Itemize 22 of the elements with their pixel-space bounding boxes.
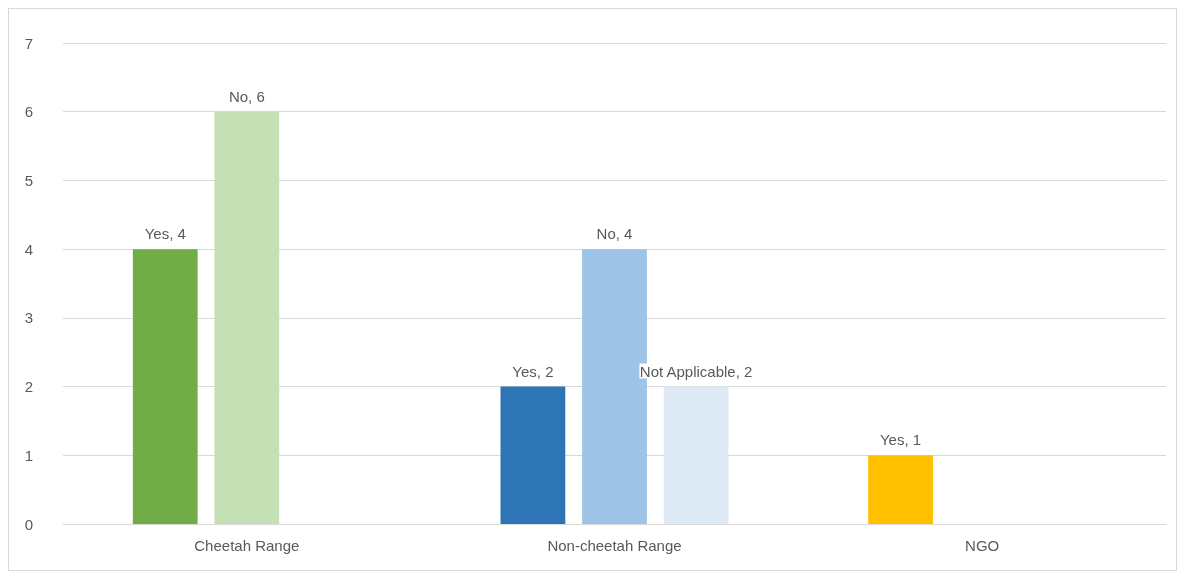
data-label: Yes, 1 bbox=[879, 431, 922, 449]
x-tick-label: Non-cheetah Range bbox=[547, 537, 682, 554]
bar bbox=[500, 386, 566, 524]
y-tick-label: 2 bbox=[24, 378, 33, 396]
bar bbox=[868, 455, 933, 524]
bar bbox=[663, 386, 729, 524]
x-tick-label: NGO bbox=[965, 537, 1000, 554]
y-tick-label: 6 bbox=[24, 103, 33, 121]
data-label: No, 4 bbox=[596, 225, 633, 243]
data-label: Yes, 4 bbox=[144, 225, 186, 243]
y-tick-label: 7 bbox=[24, 34, 33, 52]
x-tick-label: Cheetah Range bbox=[194, 537, 300, 554]
y-tick-label: 1 bbox=[24, 446, 33, 464]
y-tick-label: 4 bbox=[24, 240, 33, 258]
y-tick-label: 3 bbox=[24, 309, 33, 327]
bar bbox=[214, 111, 280, 524]
data-label: Yes, 2 bbox=[512, 362, 554, 380]
bar bbox=[132, 249, 198, 524]
y-tick-label: 0 bbox=[24, 515, 33, 533]
data-label: No, 6 bbox=[228, 87, 265, 105]
y-tick-label: 5 bbox=[24, 171, 33, 189]
data-label: Not Applicable, 2 bbox=[639, 362, 753, 380]
